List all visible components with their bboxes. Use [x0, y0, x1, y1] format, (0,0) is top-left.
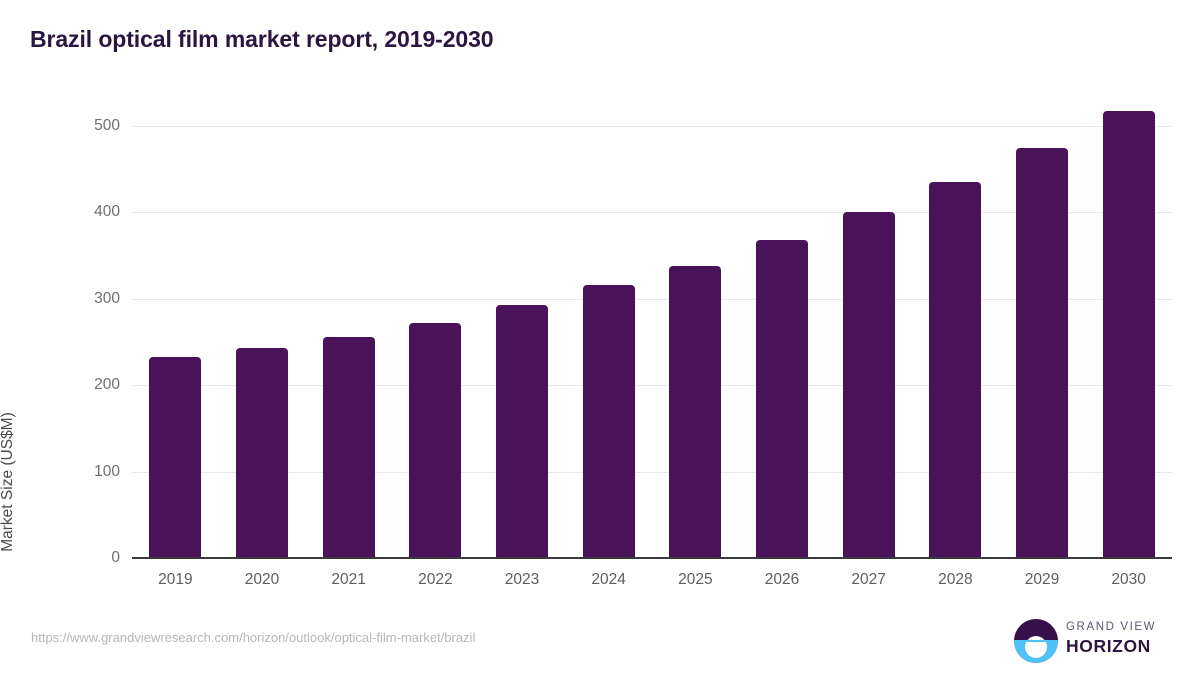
gridline: [132, 298, 1172, 300]
logo-wordmark-line2: HORIZON: [1066, 635, 1151, 656]
bar[interactable]: [929, 182, 982, 558]
logo-wordmark: GRAND VIEW HORIZON: [1066, 621, 1166, 657]
bar[interactable]: [496, 304, 548, 558]
logo-reflection-line-2: [1030, 649, 1042, 652]
y-axis-tick-label: 300: [94, 289, 120, 307]
gridline: [132, 385, 1172, 387]
x-axis-tick-label: 2028: [938, 571, 973, 588]
logo-horizon-divider: [1014, 639, 1058, 642]
bar[interactable]: [582, 284, 635, 558]
y-axis-title: Market Size (US$M): [0, 412, 16, 552]
bar[interactable]: [1102, 111, 1155, 558]
bar[interactable]: [756, 240, 808, 558]
y-axis-tick-label: 400: [94, 203, 120, 221]
x-axis-tick-label: 2027: [851, 571, 886, 588]
y-axis-tick-label: 500: [94, 117, 120, 134]
y-axis-tick-label: 0: [111, 549, 120, 566]
bar[interactable]: [669, 265, 722, 558]
y-axis-tick-label: 200: [94, 376, 120, 394]
x-axis-tick-label: 2021: [331, 571, 366, 588]
x-axis-tick-label: 2023: [504, 571, 540, 588]
y-axis-tick-label: 100: [94, 462, 120, 480]
x-axis-tick-label: 2026: [764, 571, 800, 588]
bar[interactable]: [1016, 148, 1068, 558]
bar[interactable]: [842, 211, 895, 558]
x-axis-tick-label: 2025: [678, 571, 713, 588]
logo-reflection-line-1: [1027, 644, 1045, 647]
x-axis-tick-label: 2024: [591, 571, 626, 588]
bar[interactable]: [236, 348, 288, 558]
x-axis-tick-label: 2019: [158, 571, 193, 588]
gridline: [132, 126, 1172, 127]
source-url[interactable]: https://www.grandviewresearch.com/horizo…: [31, 630, 476, 645]
bar[interactable]: [409, 323, 462, 558]
bar[interactable]: [322, 336, 375, 558]
bar[interactable]: [149, 356, 202, 558]
x-axis-tick-label: 2029: [1024, 571, 1060, 588]
x-axis-tick-label: 2030: [1111, 571, 1146, 588]
x-axis-tick-label: 2020: [244, 571, 280, 588]
gridline: [132, 471, 1172, 473]
page-title: Brazil optical film market report, 2019-…: [30, 26, 494, 52]
plot-area: [132, 111, 1172, 558]
x-axis-tick-label: 2022: [418, 571, 453, 588]
x-axis-line: [132, 557, 1172, 559]
grand-view-horizon-logo[interactable]: GRAND VIEW HORIZON: [1014, 617, 1164, 665]
logo-wordmark-line1: GRAND VIEW: [1066, 621, 1157, 633]
sun-horizon-icon: [1014, 619, 1058, 663]
gridline: [132, 212, 1172, 214]
